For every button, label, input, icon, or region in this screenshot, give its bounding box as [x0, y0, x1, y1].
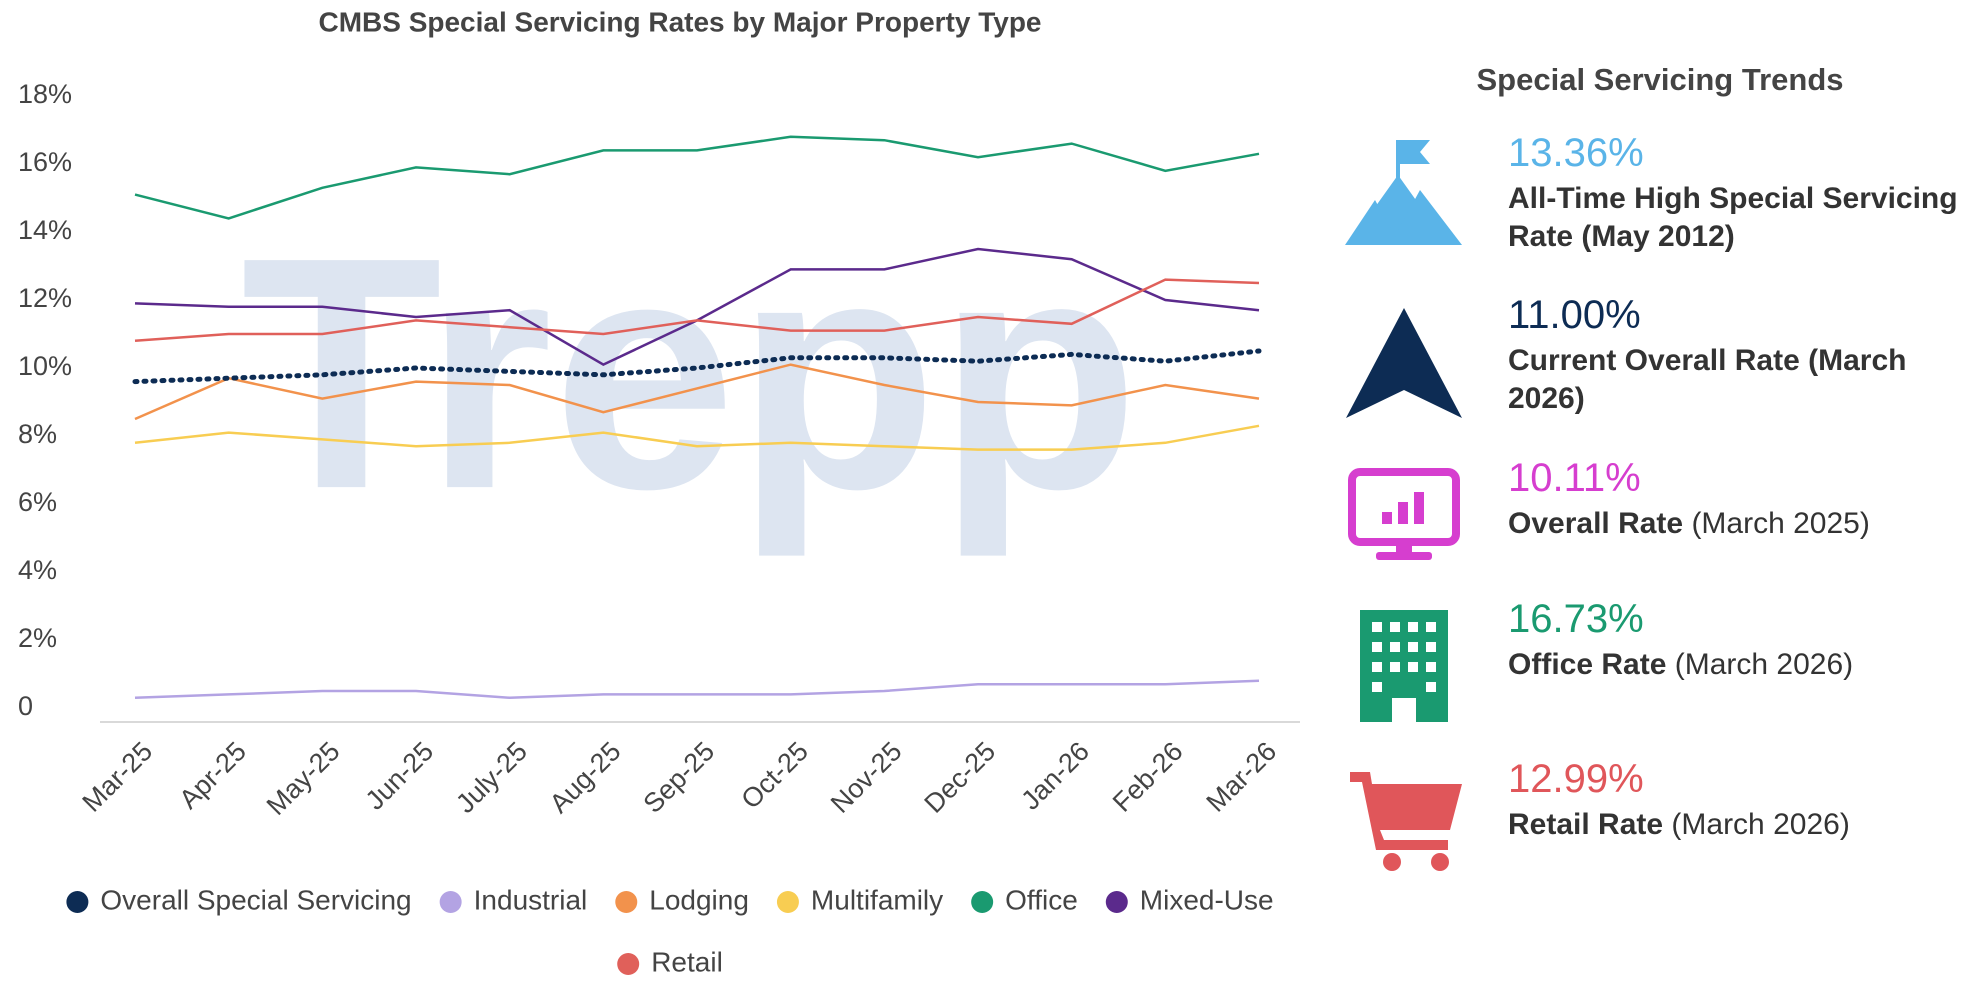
trend-label-bold: Current Overall Rate (March 2026)	[1508, 344, 1907, 415]
trend-label-bold: Retail Rate	[1508, 808, 1664, 841]
legend-label: Mixed-Use	[1140, 884, 1274, 915]
trend-label-bold: Office Rate	[1508, 648, 1667, 681]
legend-label: Multifamily	[811, 884, 943, 915]
y-tick-label: 18%	[18, 79, 72, 109]
y-tick-label: 0	[18, 691, 33, 721]
trend-label: Overall Rate (March 2025)	[1508, 505, 1958, 543]
legend-item: Office	[971, 884, 1078, 915]
y-tick-label: 12%	[18, 283, 72, 313]
trend-item: 16.73% Office Rate (March 2026)	[1508, 596, 1958, 684]
series-line	[134, 135, 1260, 220]
legend-label: Retail	[651, 946, 723, 977]
y-tick-label: 14%	[18, 215, 72, 245]
trend-value: 10.11%	[1508, 456, 1641, 500]
trend-label: Office Rate (March 2026)	[1508, 646, 1958, 684]
cart-icon	[1350, 772, 1462, 871]
legend-swatch	[971, 891, 994, 913]
series-line	[134, 278, 1260, 343]
monitor-icon	[1348, 468, 1460, 560]
legend-label: Overall Special Servicing	[100, 884, 411, 915]
y-tick-label: 16%	[18, 147, 72, 177]
y-tick-label: 4%	[18, 555, 57, 585]
legend-label: Lodging	[649, 884, 749, 915]
x-tick-label: Aug-25	[544, 736, 627, 819]
legend-label: Office	[1005, 884, 1078, 915]
legend-item: Lodging	[615, 884, 749, 915]
arrow-icon	[1346, 308, 1462, 418]
x-tick-label: Jun-25	[360, 736, 440, 816]
legend-item: Mixed-Use	[1105, 884, 1274, 915]
x-tick-label: July-25	[450, 736, 533, 819]
trend-note: (March 2026)	[1671, 808, 1850, 841]
trend-value: 11.00%	[1508, 293, 1641, 337]
trend-note: (March 2025)	[1691, 507, 1870, 540]
legend-swatch	[1105, 891, 1128, 913]
legend-swatch	[615, 891, 638, 913]
legend-item: Multifamily	[776, 884, 943, 915]
x-tick-label: Jan-26	[1015, 736, 1095, 816]
legend-swatch	[439, 891, 462, 913]
x-tick-label: Nov-25	[825, 736, 908, 819]
x-tick-label: Mar-25	[77, 736, 159, 818]
series-line	[134, 363, 1260, 421]
legend-item: Industrial	[439, 884, 588, 915]
mountain-icon	[1345, 140, 1462, 245]
x-tick-label: May-25	[261, 736, 346, 821]
trend-label: Current Overall Rate (March 2026)	[1508, 342, 1958, 418]
legend-swatch	[617, 953, 640, 975]
x-tick-label: Mar-26	[1201, 736, 1283, 818]
icons	[1345, 140, 1462, 871]
trend-item: 12.99% Retail Rate (March 2026)	[1508, 756, 1958, 844]
y-tick-label: 10%	[18, 351, 72, 381]
trend-label: All-Time High Special Servicing Rate (Ma…	[1508, 180, 1958, 256]
chart-title: CMBS Special Servicing Rates by Major Pr…	[318, 6, 1041, 37]
series-line	[134, 679, 1260, 700]
x-tick-label: Apr-25	[173, 736, 252, 815]
trend-label: Retail Rate (March 2026)	[1508, 806, 1958, 844]
trend-item: 13.36% All-Time High Special Servicing Ra…	[1508, 130, 1958, 256]
legend-swatch	[776, 891, 799, 913]
legend-swatch	[66, 891, 89, 913]
trend-note: (March 2026)	[1674, 648, 1854, 681]
x-tick-label: Feb-26	[1107, 736, 1189, 818]
panel-title: Special Servicing Trends	[1476, 62, 1844, 97]
trend-item: 10.11% Overall Rate (March 2025)	[1508, 455, 1958, 543]
x-tick-label: Dec-25	[919, 736, 1002, 819]
series-line	[134, 424, 1260, 451]
series-line	[132, 348, 1262, 385]
legend-label: Industrial	[474, 884, 588, 915]
trend-label-bold: Overall Rate	[1508, 507, 1684, 540]
trend-item: 11.00% Current Overall Rate (March 2026)	[1508, 292, 1958, 418]
y-tick-label: 2%	[18, 623, 57, 653]
building-icon	[1360, 610, 1448, 722]
trend-value: 13.36%	[1508, 131, 1644, 175]
y-tick-label: 8%	[18, 419, 57, 449]
trend-value: 16.73%	[1508, 597, 1644, 641]
legend-item: Overall Special Servicing	[66, 884, 412, 915]
x-tick-label: Oct-25	[735, 736, 814, 815]
trend-value: 12.99%	[1508, 757, 1644, 801]
watermark: Trepp	[241, 188, 1139, 559]
y-tick-label: 6%	[18, 487, 57, 517]
trend-label-bold: All-Time High Special Servicing Rate (Ma…	[1508, 182, 1958, 253]
x-tick-label: Sep-25	[637, 736, 720, 819]
legend-item: Retail	[617, 946, 723, 977]
